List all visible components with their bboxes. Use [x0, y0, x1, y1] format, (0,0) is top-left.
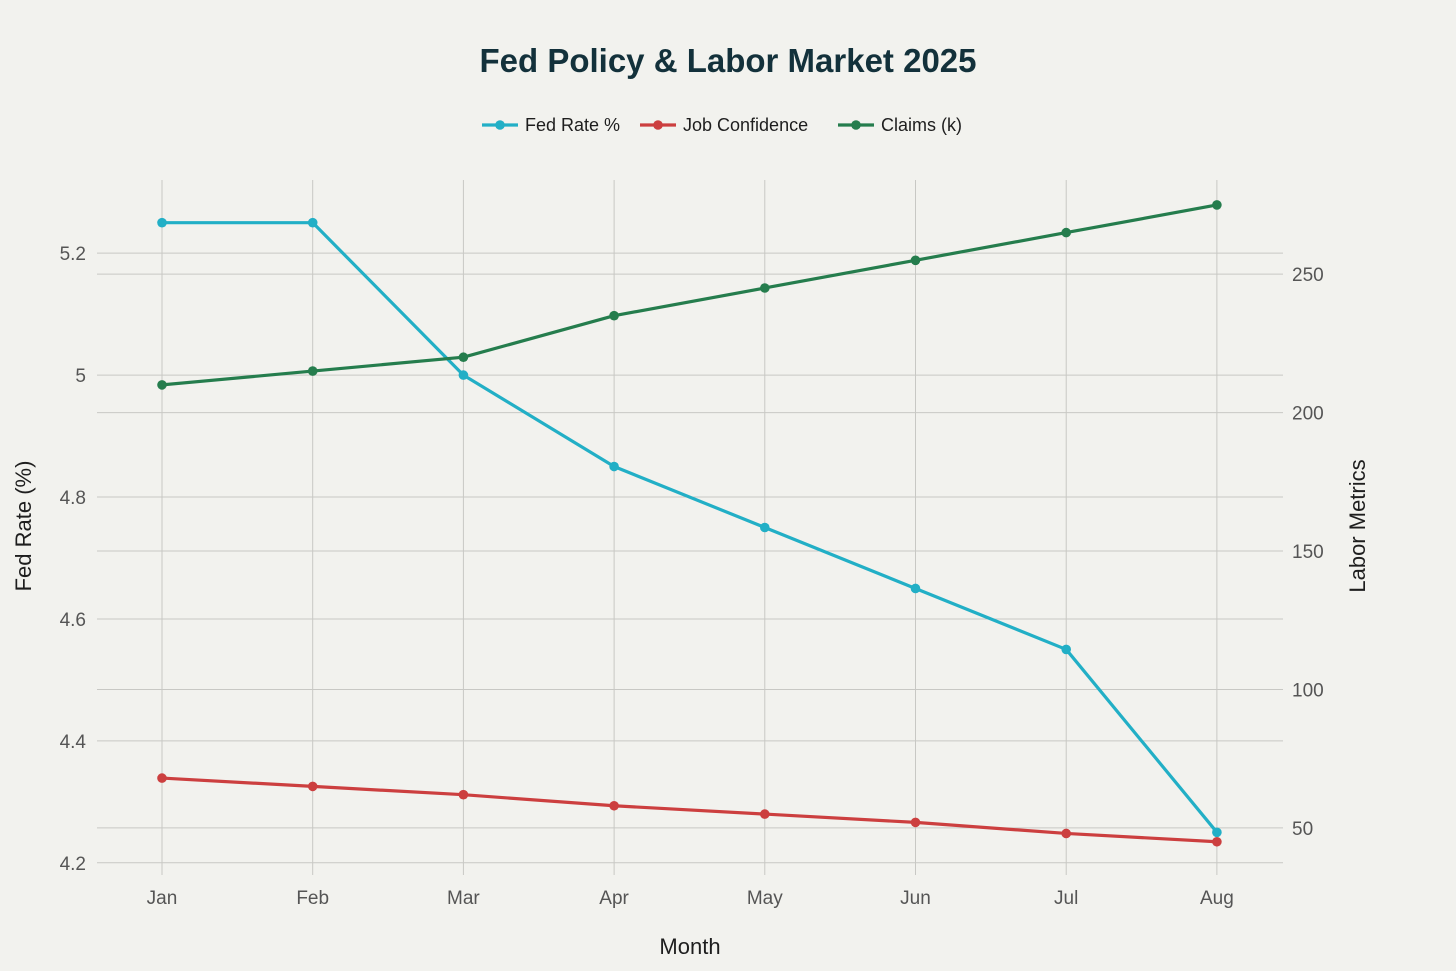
- x-tick-label: Feb: [296, 888, 329, 909]
- legend-marker: [653, 120, 663, 130]
- data-point: [157, 380, 167, 390]
- data-point: [1061, 828, 1071, 839]
- data-point: [1061, 644, 1071, 655]
- y-right-tick-label: 100: [1292, 680, 1324, 701]
- series-lines: [157, 200, 1222, 847]
- series-claims-k: [157, 200, 1222, 390]
- data-point: [760, 283, 770, 293]
- legend-label: Fed Rate %: [525, 115, 620, 135]
- y-left-tick-label: 4.6: [60, 610, 86, 631]
- y-axis-right-title: Labor Metrics: [1345, 459, 1370, 592]
- legend-item-fed-rate: Fed Rate %: [482, 115, 620, 135]
- x-tick-label: May: [747, 888, 783, 909]
- y-right-tick-label: 200: [1292, 404, 1324, 425]
- data-point: [1212, 827, 1222, 838]
- chart-title: Fed Policy & Labor Market 2025: [479, 42, 976, 79]
- data-point: [307, 781, 318, 792]
- data-point: [157, 773, 167, 783]
- axes: Jan Feb Mar Apr May Jun Jul Aug 4.2 4.4 4.6 4.8 5 5.2…: [60, 244, 1324, 909]
- legend: Fed Rate % Job Confidence Claims (k): [482, 115, 962, 135]
- series-line: [161, 776, 1217, 844]
- legend-label: Job Confidence: [683, 115, 808, 135]
- y-right-tick-label: 150: [1292, 542, 1324, 563]
- data-point: [307, 217, 318, 228]
- legend-item-job-confidence: Job Confidence: [640, 115, 808, 135]
- y-right-tick-label: 50: [1292, 819, 1313, 840]
- data-point: [1212, 200, 1222, 210]
- data-point: [458, 352, 469, 363]
- y-left-tick-label: 4.4: [60, 732, 87, 753]
- grid-lines: [97, 180, 1283, 875]
- x-axis-title: Month: [659, 934, 720, 959]
- legend-label: Claims (k): [881, 115, 962, 135]
- data-point: [609, 461, 619, 472]
- data-point: [458, 789, 469, 800]
- data-point: [910, 817, 921, 828]
- x-tick-label: Jan: [147, 888, 178, 909]
- series-fed-rate: [157, 217, 1222, 838]
- data-point: [760, 809, 770, 819]
- y-left-tick-label: 4.2: [60, 854, 86, 875]
- data-point: [609, 800, 619, 811]
- series-line: [162, 221, 1219, 834]
- data-point: [1212, 836, 1222, 847]
- series-job-confidence: [157, 773, 1222, 847]
- data-point: [307, 366, 318, 376]
- y-right-tick-label: 250: [1292, 265, 1324, 286]
- legend-item-claims-k: Claims (k): [838, 115, 962, 135]
- x-tick-label: Jun: [900, 888, 931, 909]
- data-point: [157, 217, 167, 228]
- x-tick-label: Mar: [447, 888, 480, 909]
- y-left-tick-label: 5.2: [60, 244, 86, 265]
- y-axis-left-title: Fed Rate (%): [11, 461, 36, 592]
- data-point: [1061, 227, 1071, 238]
- legend-marker: [851, 120, 861, 130]
- data-point: [910, 583, 921, 594]
- data-point: [458, 370, 469, 380]
- data-point: [760, 522, 770, 533]
- y-left-tick-label: 4.8: [60, 488, 86, 509]
- x-tick-label: Aug: [1200, 888, 1234, 909]
- y-left-tick-label: 5: [75, 366, 86, 387]
- x-tick-label: Apr: [599, 888, 629, 909]
- series-line: [161, 203, 1218, 387]
- legend-marker: [495, 120, 505, 130]
- data-point: [609, 310, 619, 321]
- x-tick-label: Jul: [1054, 888, 1078, 909]
- data-point: [910, 255, 921, 266]
